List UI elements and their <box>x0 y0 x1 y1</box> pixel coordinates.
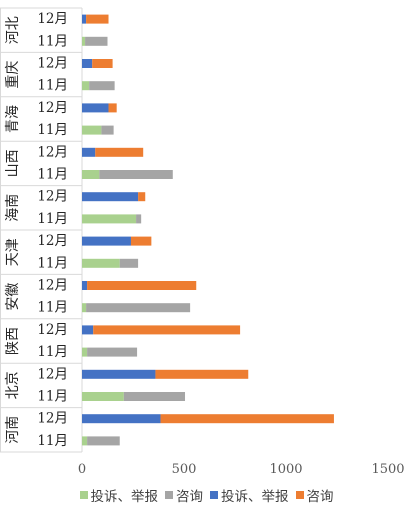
legend-label: 投诉、举报 <box>91 485 159 505</box>
bar-segment <box>82 325 93 334</box>
bar-segment <box>82 37 85 46</box>
legend-label: 咨询 <box>176 485 203 505</box>
bar-segment <box>82 281 87 290</box>
month-label: 12月 <box>37 189 68 205</box>
bar-segment <box>82 103 109 112</box>
bar-segment <box>82 303 86 312</box>
month-label: 12月 <box>37 100 68 116</box>
bar-segment <box>82 348 87 357</box>
legend-swatch <box>210 491 218 499</box>
bar-segment <box>138 192 145 201</box>
bar-segment <box>82 259 120 268</box>
month-label: 11月 <box>37 211 68 227</box>
bar-segment <box>85 37 107 46</box>
group-label: 安徽 <box>5 283 21 311</box>
legend-item: 咨询 <box>296 485 334 505</box>
bar-segment <box>136 214 141 223</box>
month-label: 12月 <box>37 278 68 294</box>
legend-item: 投诉、举报 <box>210 485 289 505</box>
x-tick-label: 1500 <box>371 462 404 477</box>
bar-segment <box>82 81 89 90</box>
month-label: 11月 <box>37 167 68 183</box>
month-label: 12月 <box>37 366 68 382</box>
bar-segment <box>87 281 196 290</box>
month-label: 12月 <box>37 411 68 427</box>
bar-segment <box>155 370 248 379</box>
bar-segment <box>82 59 92 68</box>
group-label: 河北 <box>5 16 21 44</box>
month-label: 12月 <box>37 322 68 338</box>
x-tick-label: 0 <box>78 462 86 477</box>
legend-item: 投诉、举报 <box>80 485 159 505</box>
month-label: 12月 <box>37 56 68 72</box>
legend: 投诉、举报 咨询 投诉、举报 咨询 <box>0 483 413 507</box>
bar-segment <box>87 436 120 445</box>
group-label: 河南 <box>5 416 21 444</box>
bar-segment <box>95 148 143 157</box>
bar-segment <box>82 237 131 246</box>
bar-segment <box>101 126 113 135</box>
bar-segment <box>86 303 190 312</box>
bar-segment <box>82 148 95 157</box>
bar-segment <box>124 392 185 401</box>
legend-label: 咨询 <box>307 485 334 505</box>
legend-swatch <box>296 491 304 499</box>
month-label: 11月 <box>37 344 68 360</box>
bar-segment <box>99 170 172 179</box>
group-label: 北京 <box>5 371 21 399</box>
group-label: 海南 <box>5 194 21 222</box>
legend-label: 投诉、举报 <box>221 485 289 505</box>
bar-segment <box>86 15 108 24</box>
month-label: 12月 <box>37 144 68 160</box>
month-label: 11月 <box>37 78 68 94</box>
month-label: 12月 <box>37 233 68 249</box>
group-label: 青海 <box>5 105 21 133</box>
bar-segment <box>82 170 99 179</box>
bar-segment <box>82 414 161 423</box>
bar-segment <box>92 59 112 68</box>
month-label: 12月 <box>37 11 68 27</box>
bar-segment <box>82 126 101 135</box>
month-label: 11月 <box>37 433 68 449</box>
bar-segment <box>93 325 240 334</box>
legend-swatch <box>80 491 88 499</box>
bar-segment <box>87 348 137 357</box>
group-label: 山西 <box>5 149 21 177</box>
month-label: 11月 <box>37 122 68 138</box>
bar-segment <box>131 237 151 246</box>
bar-segment <box>109 103 117 112</box>
month-label: 11月 <box>37 255 68 271</box>
month-label: 11月 <box>37 389 68 405</box>
bar-segment <box>120 259 138 268</box>
month-label: 11月 <box>37 300 68 316</box>
x-tick-label: 1000 <box>269 462 302 477</box>
bar-segment <box>82 392 124 401</box>
bar-segment <box>89 81 115 90</box>
x-tick-label: 500 <box>172 462 197 477</box>
bar-segment <box>82 214 136 223</box>
bar-segment <box>82 370 155 379</box>
legend-item: 咨询 <box>165 485 203 505</box>
month-label: 11月 <box>37 33 68 49</box>
bars <box>82 15 334 446</box>
group-label: 天津 <box>5 238 21 266</box>
bar-segment <box>82 436 87 445</box>
group-label: 陕西 <box>5 327 21 355</box>
x-tick-labels: 0 500 1000 1500 <box>78 462 405 477</box>
bar-segment <box>82 15 86 24</box>
bar-segment <box>82 192 138 201</box>
bar-segment <box>161 414 334 423</box>
group-label: 重庆 <box>5 61 21 89</box>
legend-swatch <box>165 491 173 499</box>
